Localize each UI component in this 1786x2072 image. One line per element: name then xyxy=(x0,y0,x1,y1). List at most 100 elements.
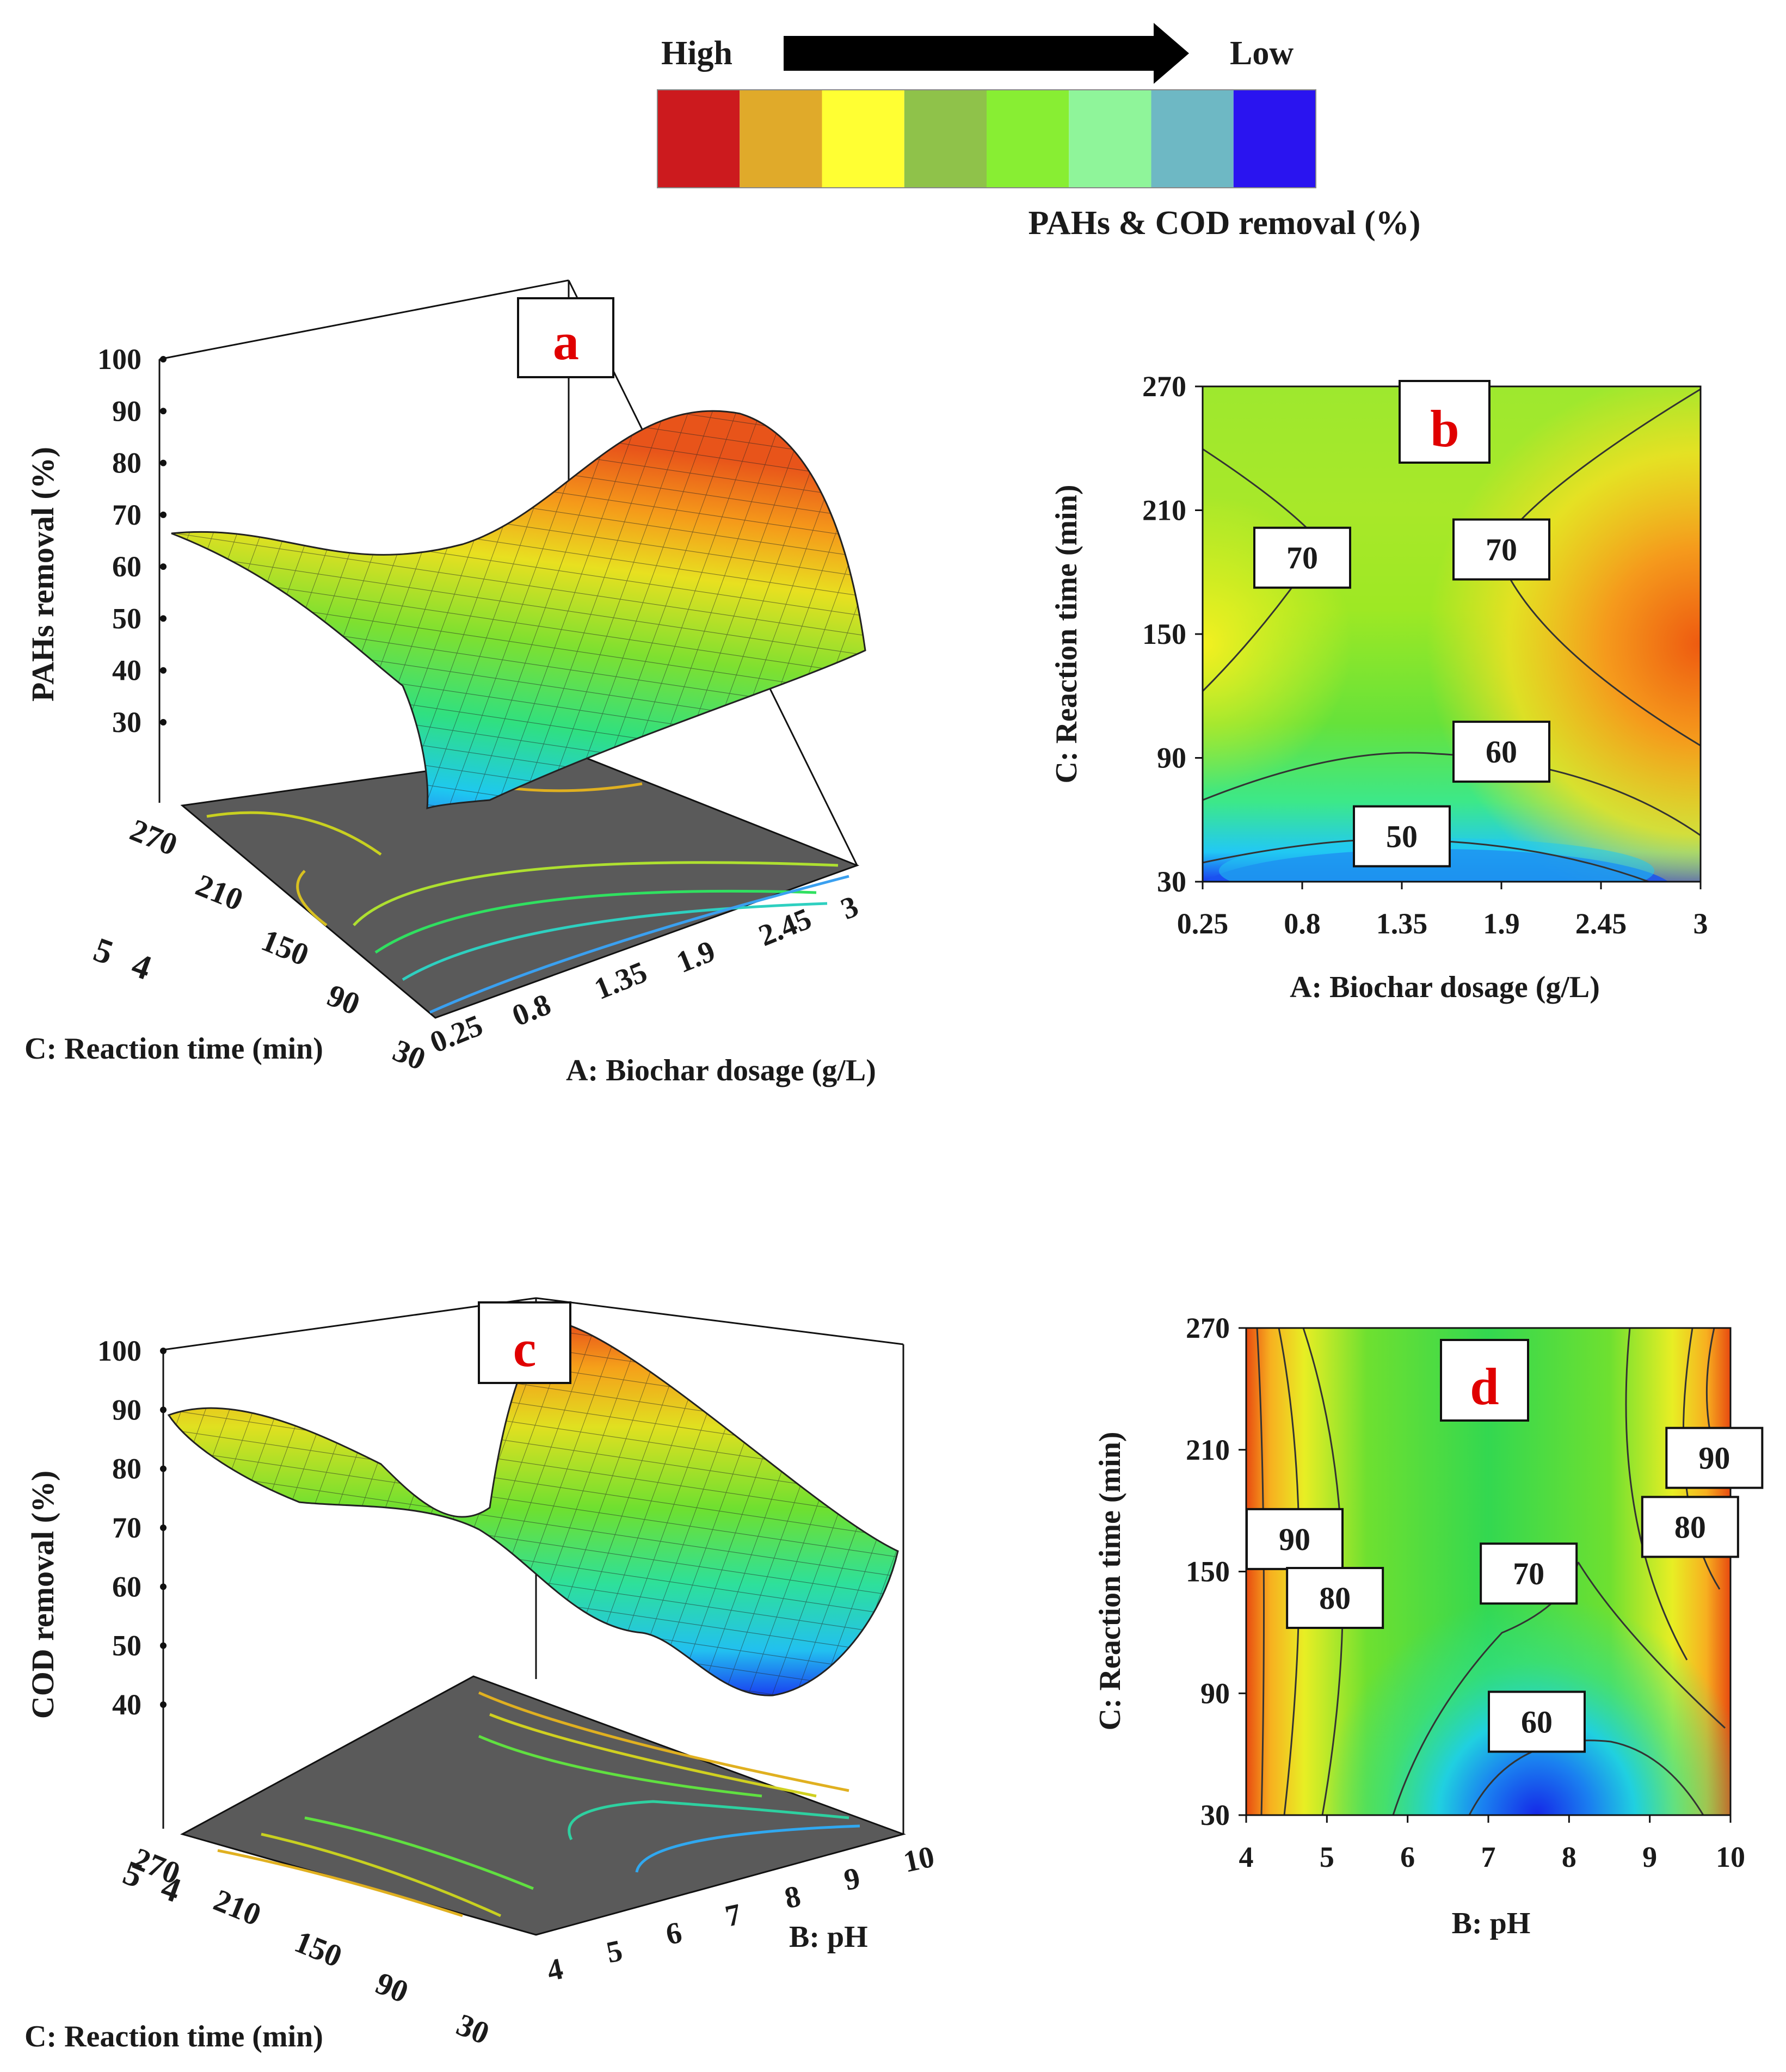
z-tick-mark xyxy=(160,408,167,415)
panel-d-contour-plot: 90 80 70 60 80 90 4 5 6 7 8 9 10 30 90 150 210 270 B: p… xyxy=(1093,1312,1764,1940)
contour-label-box xyxy=(1641,1496,1739,1558)
contour-label: 70 xyxy=(1486,532,1517,568)
z-tick-mark xyxy=(160,615,167,622)
x-ticks-label: 0.8 xyxy=(508,987,556,1033)
z-tick-label: 40 xyxy=(112,654,141,687)
z-tick-mark xyxy=(160,459,167,466)
z-tick-mark xyxy=(160,1524,167,1531)
x-ticks-label: 1.9 xyxy=(672,934,720,980)
x-tick-label: 10 xyxy=(1716,1841,1745,1873)
panel-c-surface-plot: 100 90 80 70 60 50 40 COD removal (%) 4 5 6 7 8 9 10… xyxy=(24,1297,938,2053)
panel-c-label-box: c xyxy=(478,1301,571,1384)
y-ticks-label: 210 xyxy=(191,867,248,918)
x-tick-label: 9 xyxy=(1642,1841,1657,1873)
panel-b-y-ticks: 30 90 150 210 270 xyxy=(1142,370,1203,898)
y-tick-label: 270 xyxy=(1142,370,1186,403)
y-tick-label: 270 xyxy=(1186,1312,1230,1344)
contour-label-box xyxy=(1480,1542,1578,1605)
panel-d-label: d xyxy=(1470,1357,1499,1416)
contour-label-box xyxy=(1246,1508,1344,1570)
z-tick-label: 70 xyxy=(112,499,141,531)
y-ticks-label: 150 xyxy=(257,922,314,973)
contour-label: 60 xyxy=(1486,734,1517,770)
z-tick-mark xyxy=(160,511,167,518)
y-tick-label: 30 xyxy=(1200,1799,1230,1831)
z-tick-mark xyxy=(160,356,167,362)
x-ticks-label: 2.45 xyxy=(754,902,816,953)
legend-swatch xyxy=(822,90,904,188)
color-legend: High Low PAHs & COD removal (%) xyxy=(657,23,1420,242)
y-ticks-label: 90 xyxy=(371,1965,413,2010)
panel-b-contour-plot: 70 70 60 50 0.25 0.8 1.35 1.9 2.45 3 30 90 150 210 2… xyxy=(1050,370,1708,1004)
x-tick-label: 4 xyxy=(1239,1841,1254,1873)
y-tick-label: 90 xyxy=(1157,742,1186,774)
legend-swatch xyxy=(1151,90,1234,188)
x-ticks-label: 1.35 xyxy=(590,955,652,1006)
x-tick-label: 6 xyxy=(1400,1841,1415,1873)
panel-b-y-label: C: Reaction time (min) xyxy=(1050,485,1083,784)
z-tick-label: 30 xyxy=(112,706,141,739)
panel-b-x-ticks: 0.25 0.8 1.35 1.9 2.45 3 xyxy=(1177,882,1708,940)
panel-a-response-surface xyxy=(171,410,866,810)
z-tick-mark xyxy=(160,563,167,570)
panel-c-x-label: B: pH xyxy=(789,1920,868,1954)
panel-b-contour-labels: 70 70 60 50 xyxy=(1253,518,1550,868)
legend-low-label: Low xyxy=(1230,35,1294,72)
z-tick-mark xyxy=(160,1465,167,1472)
contour-label-box xyxy=(1253,526,1351,589)
x-tick-label: 0.25 xyxy=(1177,907,1229,940)
panel-a-floor xyxy=(180,750,860,1019)
z-tick-label: 80 xyxy=(112,1453,141,1485)
z-tick-label: 40 xyxy=(112,1688,141,1721)
z-tick-label: 70 xyxy=(112,1511,141,1544)
y-ticks-label: 30 xyxy=(452,2007,494,2051)
z-tick-mark xyxy=(160,1642,167,1649)
y-tick-label: 150 xyxy=(1142,618,1186,650)
legend-swatch xyxy=(1233,90,1316,188)
y-ticks-label: 150 xyxy=(290,1923,347,1974)
panel-d-contour-labels: 90 80 70 60 80 90 xyxy=(1246,1427,1764,1753)
z-tick-mark xyxy=(160,1583,167,1590)
legend-swatch xyxy=(904,90,987,188)
panel-a-label-box: a xyxy=(517,297,614,378)
x-tick-label: 5 xyxy=(1320,1841,1334,1873)
x-ticks-label: 5 xyxy=(603,1934,625,1970)
z-tick-label: 60 xyxy=(112,1570,141,1603)
z-tick-label: 90 xyxy=(112,1393,141,1426)
x-ticks-label: 7 xyxy=(722,1897,744,1933)
z-tick-label: 50 xyxy=(112,1630,141,1662)
legend-swatch xyxy=(987,90,1069,188)
panel-a-x-label: A: Biochar dosage (g/L) xyxy=(566,1054,876,1087)
x-ticks-label: 4 xyxy=(544,1952,566,1988)
z-tick-mark xyxy=(160,719,167,725)
legend-swatch xyxy=(1069,90,1151,188)
y-ticks-label: 270 xyxy=(125,812,182,863)
y-tick-label: 210 xyxy=(1142,494,1186,527)
panel-c-y-label: C: Reaction time (min) xyxy=(24,2020,323,2053)
panel-b-label: b xyxy=(1430,399,1459,458)
panel-a-corner-tick-4: 4 xyxy=(127,945,156,987)
legend-arrow xyxy=(784,23,1189,84)
contour-label-box xyxy=(1353,805,1451,868)
legend-title: PAHs & COD removal (%) xyxy=(1029,205,1421,242)
z-tick-mark xyxy=(160,1348,167,1354)
x-ticks-label: 9 xyxy=(841,1861,863,1897)
x-ticks-label: 8 xyxy=(781,1879,803,1915)
y-tick-label: 210 xyxy=(1186,1434,1230,1466)
x-tick-label: 0.8 xyxy=(1284,907,1321,940)
panel-a-corner-tick-5: 5 xyxy=(89,930,118,972)
z-tick-mark xyxy=(160,1406,167,1413)
y-ticks-label: 90 xyxy=(322,977,365,1022)
x-ticks-label: 10 xyxy=(901,1840,938,1879)
contour-label: 90 xyxy=(1279,1522,1310,1557)
y-tick-label: 30 xyxy=(1157,865,1186,898)
panel-c-response-surface xyxy=(167,1321,899,1696)
y-ticks-label: 210 xyxy=(209,1882,266,1933)
z-tick-mark xyxy=(160,1701,167,1708)
z-tick-label: 60 xyxy=(112,550,141,583)
z-tick-label: 50 xyxy=(112,602,141,635)
z-tick-label: 100 xyxy=(97,1335,141,1367)
panel-c-label: c xyxy=(513,1319,537,1378)
